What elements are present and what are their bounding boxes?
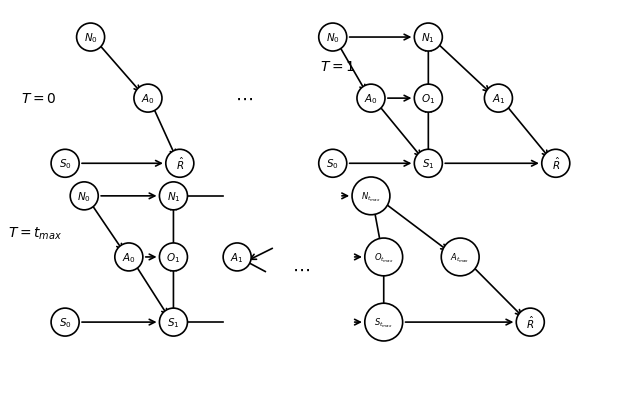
Text: $N_0$: $N_0$ — [77, 189, 91, 203]
Text: $S_1$: $S_1$ — [167, 315, 180, 329]
Text: $O_{t_{max}}$: $O_{t_{max}}$ — [374, 251, 394, 264]
Ellipse shape — [115, 243, 143, 271]
Ellipse shape — [319, 150, 347, 178]
Ellipse shape — [484, 85, 513, 113]
Ellipse shape — [223, 243, 251, 271]
Text: $S_0$: $S_0$ — [59, 157, 72, 171]
Ellipse shape — [159, 243, 188, 271]
Text: $T = 0$: $T = 0$ — [20, 92, 56, 106]
Ellipse shape — [166, 150, 194, 178]
Text: $S_1$: $S_1$ — [422, 157, 435, 171]
Text: $\hat{R}$: $\hat{R}$ — [552, 156, 560, 172]
Ellipse shape — [51, 308, 79, 336]
Text: $\cdots$: $\cdots$ — [234, 90, 253, 108]
Text: $\cdots$: $\cdots$ — [292, 261, 310, 279]
Ellipse shape — [357, 85, 385, 113]
Ellipse shape — [365, 238, 403, 276]
Ellipse shape — [70, 182, 99, 210]
Ellipse shape — [134, 85, 162, 113]
Text: $N_{t_{max}}$: $N_{t_{max}}$ — [361, 190, 381, 203]
Ellipse shape — [159, 308, 188, 336]
Ellipse shape — [414, 150, 442, 178]
Text: $T = 1$: $T = 1$ — [320, 59, 355, 73]
Ellipse shape — [159, 182, 188, 210]
Ellipse shape — [365, 303, 403, 341]
Text: $N_1$: $N_1$ — [166, 189, 180, 203]
Text: $N_0$: $N_0$ — [326, 31, 340, 45]
Text: $A_1$: $A_1$ — [230, 250, 244, 264]
Text: $N_1$: $N_1$ — [422, 31, 435, 45]
Ellipse shape — [516, 308, 544, 336]
Text: $O_1$: $O_1$ — [421, 92, 435, 106]
Text: $A_0$: $A_0$ — [122, 250, 136, 264]
Ellipse shape — [319, 24, 347, 52]
Ellipse shape — [541, 150, 570, 178]
Text: $N_0$: $N_0$ — [84, 31, 97, 45]
Text: $A_1$: $A_1$ — [492, 92, 505, 106]
Text: $T = t_{max}$: $T = t_{max}$ — [8, 225, 62, 241]
Text: $S_{t_{max}}$: $S_{t_{max}}$ — [374, 316, 393, 329]
Text: $\hat{R}$: $\hat{R}$ — [176, 156, 184, 172]
Ellipse shape — [51, 150, 79, 178]
Ellipse shape — [414, 24, 442, 52]
Text: $A_0$: $A_0$ — [141, 92, 155, 106]
Text: $S_0$: $S_0$ — [326, 157, 339, 171]
Ellipse shape — [77, 24, 104, 52]
Ellipse shape — [352, 178, 390, 215]
Text: $\hat{R}$: $\hat{R}$ — [526, 314, 534, 330]
Ellipse shape — [414, 85, 442, 113]
Text: $O_1$: $O_1$ — [166, 250, 180, 264]
Text: $S_0$: $S_0$ — [59, 315, 72, 329]
Text: $A_{t_{max}}$: $A_{t_{max}}$ — [451, 251, 470, 264]
Text: $A_0$: $A_0$ — [364, 92, 378, 106]
Ellipse shape — [441, 238, 479, 276]
